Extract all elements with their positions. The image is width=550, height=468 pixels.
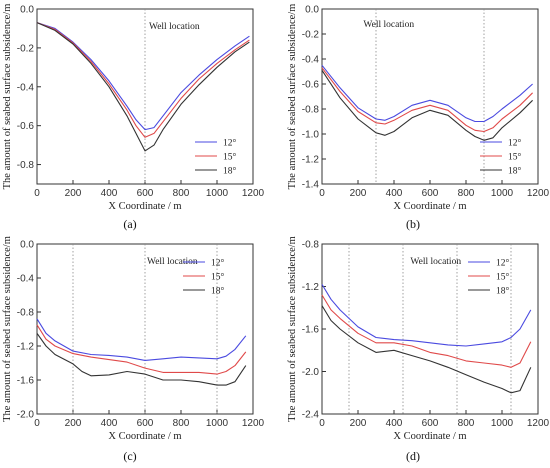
y-tick-label: -2.0 xyxy=(302,367,320,378)
y-tick-label: -1.2 xyxy=(302,282,320,293)
x-tick-label: 0 xyxy=(34,418,40,429)
y-tick-label: 0.0 xyxy=(305,5,319,16)
x-tick-label: 800 xyxy=(458,188,475,199)
y-axis-title: The amount of seabed surface subsidence/… xyxy=(2,4,13,190)
x-tick-label: 400 xyxy=(101,188,118,199)
y-tick-label: -1.4 xyxy=(302,180,320,191)
series-line-18deg xyxy=(321,305,532,394)
series-line-18deg xyxy=(36,22,250,152)
x-tick-label: 200 xyxy=(65,418,82,429)
chart-panel-c: 0 200 400 600 800 1000 1200 0.0 -0.4 -0.8 -1.2 -1.6… xyxy=(2,236,265,463)
legend-label: 12° xyxy=(223,138,237,149)
y-tick-label: -0.4 xyxy=(302,55,320,66)
x-tick-label: 400 xyxy=(386,418,403,429)
x-axis-title: X Coordinate / m xyxy=(108,201,181,212)
y-tick-label: -0.8 xyxy=(302,105,320,116)
x-tick-label: 600 xyxy=(137,418,154,429)
series-line-12deg xyxy=(321,284,532,347)
x-tick-label: 400 xyxy=(101,418,118,429)
series-line-15deg xyxy=(321,67,533,133)
y-tick-label: -0.6 xyxy=(302,80,320,91)
x-tick-label: 800 xyxy=(173,418,190,429)
x-tick-label: 200 xyxy=(350,418,367,429)
x-tick-label: 1000 xyxy=(206,418,229,429)
series-line-18deg xyxy=(36,332,247,386)
x-tick-label: 1200 xyxy=(242,418,265,429)
chart-panel-a: 0 200 400 600 800 1000 1200 0.0 -0.2 -0.4 -0.6 -0.8… xyxy=(2,4,265,231)
y-tick-label: -1.2 xyxy=(17,342,35,353)
series-line-15deg xyxy=(321,294,532,368)
y-tick-label: -0.2 xyxy=(302,30,320,41)
series-line-15deg xyxy=(36,324,247,375)
series-line-12deg xyxy=(36,22,250,131)
legend-label: 18° xyxy=(211,286,225,297)
y-tick-label: 0.0 xyxy=(20,240,34,251)
legend-label: 18° xyxy=(223,166,237,177)
series-line-18deg xyxy=(321,69,533,141)
well-location-label: Well location xyxy=(147,257,198,267)
x-axis-title: X Coordinate / m xyxy=(108,431,181,442)
y-tick-label: -0.2 xyxy=(17,43,35,54)
panel-label: (a) xyxy=(123,217,136,231)
y-tick-label: -0.4 xyxy=(17,274,35,285)
y-tick-label: -0.8 xyxy=(302,240,320,251)
legend-label: 15° xyxy=(223,152,237,163)
x-tick-label: 800 xyxy=(458,418,475,429)
x-tick-label: 0 xyxy=(34,188,40,199)
y-axis-title: The amount of seabed surface subsidence/… xyxy=(287,236,298,422)
y-tick-label: 0.0 xyxy=(20,5,34,16)
series-line-12deg xyxy=(36,318,247,361)
y-tick-label: -0.6 xyxy=(17,121,35,132)
chart-panel-d: 0 200 400 600 800 1000 1200 -0.8 -1.2 -1.6 -2.0 -2.… xyxy=(287,236,550,463)
panel-label: (d) xyxy=(406,449,420,463)
y-tick-label: -1.6 xyxy=(17,376,35,387)
x-tick-label: 800 xyxy=(173,188,190,199)
x-tick-label: 1000 xyxy=(491,188,514,199)
series-line-12deg xyxy=(321,64,533,123)
well-location-label: Well location xyxy=(149,22,200,32)
x-tick-label: 1200 xyxy=(527,188,550,199)
x-tick-label: 0 xyxy=(319,188,325,199)
x-tick-label: 400 xyxy=(386,188,403,199)
x-tick-label: 0 xyxy=(319,418,325,429)
y-tick-label: -0.8 xyxy=(17,308,35,319)
plot-frame xyxy=(321,243,539,415)
legend-label: 18° xyxy=(508,166,522,177)
y-axis-title: The amount of seabed surface subsidence/… xyxy=(2,236,13,422)
legend-label: 15° xyxy=(211,272,225,283)
y-tick-label: -0.4 xyxy=(17,82,35,93)
legend-label: 15° xyxy=(496,272,510,283)
x-tick-label: 600 xyxy=(422,418,439,429)
well-location-label: Well location xyxy=(410,257,461,267)
y-tick-label: -1.2 xyxy=(302,155,320,166)
x-tick-label: 200 xyxy=(65,188,82,199)
legend-label: 12° xyxy=(508,138,522,149)
legend-label: 12° xyxy=(496,258,510,269)
x-tick-label: 1200 xyxy=(242,188,265,199)
x-tick-label: 200 xyxy=(350,188,367,199)
y-tick-label: -1.6 xyxy=(302,325,320,336)
x-tick-label: 1200 xyxy=(527,418,550,429)
x-tick-label: 600 xyxy=(137,188,154,199)
legend-label: 18° xyxy=(496,286,510,297)
panel-label: (b) xyxy=(406,217,420,231)
x-tick-label: 1000 xyxy=(206,188,229,199)
well-location-label: Well location xyxy=(363,20,414,30)
x-axis-title: X Coordinate / m xyxy=(393,431,466,442)
series-line-15deg xyxy=(36,22,250,138)
y-tick-label: -2.0 xyxy=(17,410,35,421)
plot-frame xyxy=(321,8,539,185)
legend-label: 12° xyxy=(211,258,225,269)
y-tick-label: -1.0 xyxy=(302,130,320,141)
y-tick-label: -2.4 xyxy=(302,410,320,421)
y-axis-title: The amount of seabed surface subsidence/… xyxy=(287,4,298,190)
x-tick-label: 1000 xyxy=(491,418,514,429)
x-axis-title: X Coordinate / m xyxy=(393,201,466,212)
legend-label: 15° xyxy=(508,152,522,163)
panel-label: (c) xyxy=(123,449,136,463)
y-tick-label: -0.8 xyxy=(17,160,35,171)
x-tick-label: 600 xyxy=(422,188,439,199)
chart-panel-b: 0 200 400 600 800 1000 1200 0.0 -0.2 -0.4 -0.6 -0.8… xyxy=(287,4,550,231)
